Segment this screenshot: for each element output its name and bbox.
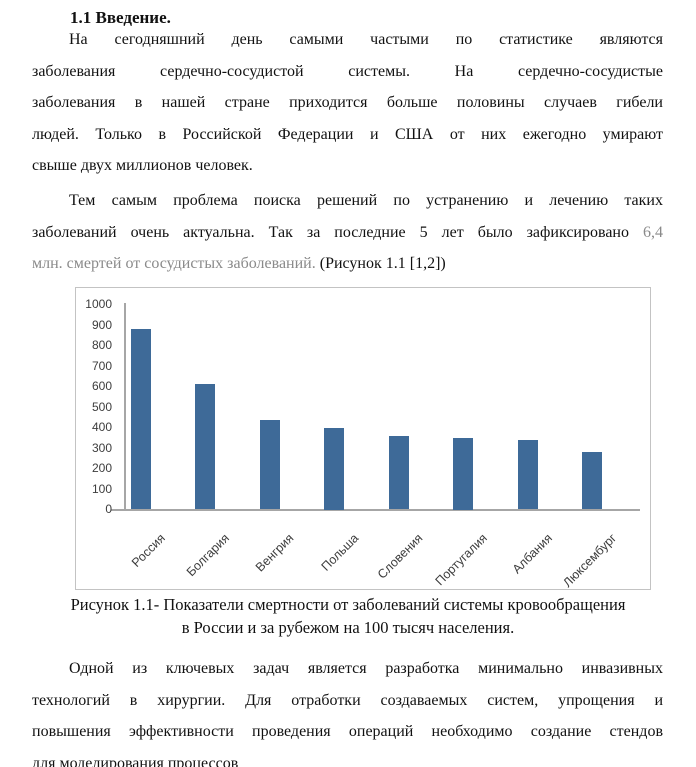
x-axis-line [111, 509, 640, 511]
y-tick-label: 800 [91, 338, 112, 352]
bar [582, 452, 603, 510]
y-tick-label: 1000 [85, 297, 112, 311]
bar [130, 329, 151, 510]
bar [195, 384, 216, 510]
y-axis-line [124, 303, 126, 510]
text-line: заболевания в нашей стране приходится бо… [32, 94, 663, 111]
paragraph-intro: На сегодняшний день самыми частыми по ст… [32, 24, 663, 182]
y-tick-label: 900 [91, 317, 112, 332]
y-tick-label: 700 [91, 358, 112, 373]
text-line: заболевания сердечно-сосудистой системы.… [32, 62, 663, 80]
y-tick-label: 500 [91, 399, 112, 414]
text-line: млн. смертей от сосудистых заболеваний. … [32, 248, 663, 280]
text-line: технологий в хирургии. Для отработки соз… [32, 691, 663, 709]
y-tick-label: 100 [91, 481, 112, 496]
text-line: повышения эффективности проведения опера… [32, 723, 663, 740]
text-line: свыше двух миллионов человек. [32, 157, 253, 174]
text-line: На сегодняшний день самыми частыми по ст… [69, 31, 663, 48]
y-tick-label: 300 [91, 440, 112, 455]
y-tick-label: 600 [91, 379, 112, 393]
text-segment-muted: млн. смертей от сосудистых заболеваний. [32, 255, 320, 272]
text-line: заболеваний очень актуальна. Так за посл… [32, 217, 663, 249]
paragraph-problem: Тем самым проблема поиска решений по уст… [32, 185, 663, 280]
bar [517, 439, 538, 510]
text-segment-muted: 6,4 [643, 223, 663, 241]
y-tick-label: 400 [91, 420, 112, 434]
figure-caption-line: Рисунок 1.1- Показатели смертности от за… [70, 595, 626, 614]
bar [453, 437, 474, 510]
text-segment: заболеваний очень актуальна. Так за посл… [32, 223, 643, 241]
figure-caption: Рисунок 1.1- Показатели смертности от за… [33, 594, 663, 639]
text-line: Тем самым проблема поиска решений по уст… [69, 192, 663, 209]
y-tick-label: 0 [105, 502, 112, 516]
text-line: для моделирования процессов [32, 754, 239, 767]
paragraph-tasks: Одной из ключевых задач является разрабо… [32, 653, 663, 767]
bar [324, 427, 345, 510]
figure-caption-line: в России и за рубежом на 100 тысяч насел… [181, 617, 515, 637]
section-heading: 1.1 Введение. [70, 8, 171, 27]
text-line: людей. Только в Российской Федерации и С… [32, 125, 663, 143]
text-segment: (Рисунок 1.1 [1,2]) [319, 255, 446, 272]
bar [388, 435, 409, 510]
y-tick-label: 200 [91, 461, 112, 475]
bar [259, 420, 280, 510]
figure-bar-chart: 1000 900 800 700 600 500 400 300 200 100 0 Россия Бо… [75, 287, 651, 590]
text-line: Одной из ключевых задач является разрабо… [69, 660, 663, 677]
